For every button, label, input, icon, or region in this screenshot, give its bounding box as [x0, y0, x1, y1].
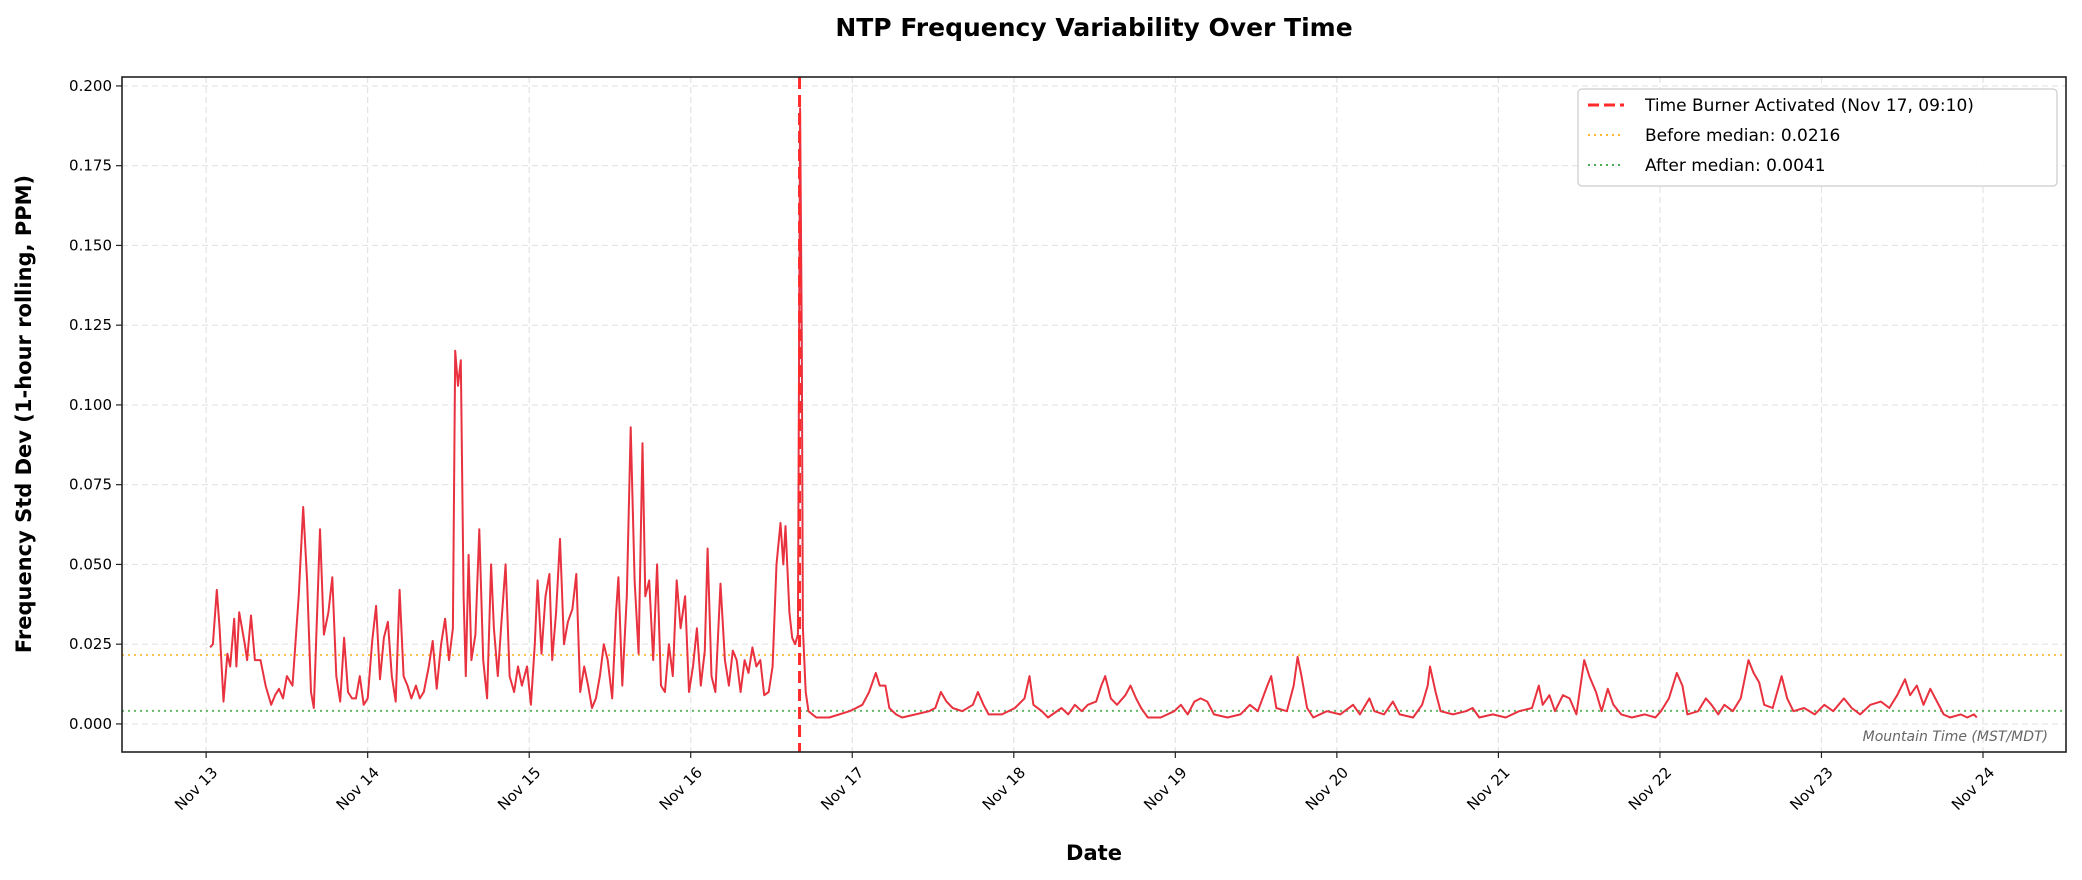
x-axis-label: Date [1066, 841, 1122, 865]
y-tick-label: 0.150 [69, 236, 112, 254]
x-tick-label: Nov 16 [656, 764, 706, 814]
x-tick-label: Nov 24 [1948, 764, 1998, 814]
median-lines [122, 654, 2066, 712]
legend-label-event: Time Burner Activated (Nov 17, 09:10) [1644, 96, 1974, 116]
x-axis: Nov 13 Nov 14 Nov 15 Nov 16 Nov 17 Nov 18 Nov … [171, 752, 1998, 814]
y-tick-label: 0.200 [69, 77, 112, 95]
x-tick-label: Nov 17 [817, 764, 867, 814]
plot-frame [121, 76, 2067, 753]
y-axis-label: Frequency Std Dev (1-hour rolling, PPM) [12, 175, 36, 653]
y-tick-label: 0.000 [69, 715, 112, 733]
x-tick-label: Nov 19 [1140, 764, 1190, 814]
timezone-annotation: Mountain Time (MST/MDT) [1863, 729, 2048, 745]
legend-box [1577, 88, 2058, 187]
x-tick-label: Nov 22 [1625, 764, 1675, 814]
legend-label-after-median: After median: 0.0041 [1645, 156, 1826, 176]
y-tick-label: 0.050 [69, 555, 112, 573]
legend-label-before-median: Before median: 0.0216 [1645, 126, 1840, 146]
x-tick-label: Nov 14 [333, 764, 383, 814]
chart-title: NTP Frequency Variability Over Time [835, 13, 1352, 42]
legend: Time Burner Activated (Nov 17, 09:10) Be… [1577, 88, 2058, 187]
x-tick-label: Nov 18 [979, 764, 1029, 814]
x-tick-label: Nov 13 [171, 764, 221, 814]
x-tick-label: Nov 21 [1463, 764, 1513, 814]
series-line [209, 107, 1978, 719]
y-tick-label: 0.025 [69, 635, 112, 653]
grid [122, 77, 2066, 752]
x-tick-label: Nov 23 [1786, 764, 1836, 814]
x-tick-label: Nov 15 [494, 764, 544, 814]
y-tick-label: 0.125 [69, 316, 112, 334]
y-tick-label: 0.075 [69, 476, 112, 494]
x-tick-label: Nov 20 [1302, 764, 1352, 814]
y-axis: 0.000 0.025 0.050 0.075 0.100 0.125 0.150 0.175… [69, 77, 122, 733]
series-layer [209, 107, 1978, 719]
y-tick-label: 0.100 [69, 396, 112, 414]
y-tick-label: 0.175 [69, 157, 112, 175]
